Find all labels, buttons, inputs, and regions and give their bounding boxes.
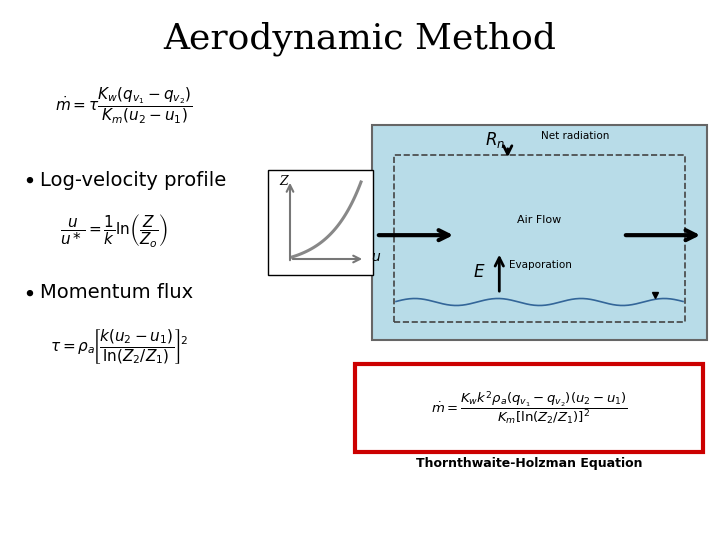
- Text: $E$: $E$: [473, 265, 485, 281]
- Text: $\dot{m} = \tau \dfrac{K_w\left(q_{v_1}-q_{v_2}\right)}{K_m\left(u_2-u_1\right)}: $\dot{m} = \tau \dfrac{K_w\left(q_{v_1}-…: [55, 85, 192, 125]
- Text: $u$: $u$: [371, 250, 381, 264]
- Bar: [372, 125, 707, 340]
- Text: Air Flow: Air Flow: [518, 215, 562, 225]
- Text: $\tau = \rho_a\!\left[\dfrac{k(u_2-u_1)}{\ln(Z_2/Z_1)}\right]^{\!2}$: $\tau = \rho_a\!\left[\dfrac{k(u_2-u_1)}…: [50, 328, 188, 366]
- Text: $\bullet$: $\bullet$: [22, 170, 35, 190]
- Text: $\dot{m} = \dfrac{K_w k^2 \rho_a \left(q_{v_1}-q_{v_2}\right)\left(u_2-u_1\right: $\dot{m} = \dfrac{K_w k^2 \rho_a \left(q…: [431, 389, 627, 427]
- Text: Net radiation: Net radiation: [541, 131, 609, 141]
- Text: Z: Z: [279, 175, 288, 188]
- Bar: [394, 155, 685, 322]
- Text: Thornthwaite-Holzman Equation: Thornthwaite-Holzman Equation: [415, 457, 642, 470]
- Text: Momentum flux: Momentum flux: [40, 284, 193, 302]
- Bar: [355, 364, 703, 452]
- Bar: [268, 170, 373, 275]
- Text: Evaporation: Evaporation: [509, 260, 572, 270]
- Text: $R_n$: $R_n$: [485, 130, 505, 150]
- Text: $\bullet$: $\bullet$: [22, 283, 35, 303]
- Text: $\dfrac{u}{u*} = \dfrac{1}{k}\ln\!\left(\dfrac{Z}{Z_o}\right)$: $\dfrac{u}{u*} = \dfrac{1}{k}\ln\!\left(…: [60, 212, 168, 248]
- Text: Log-velocity profile: Log-velocity profile: [40, 171, 226, 190]
- Text: Aerodynamic Method: Aerodynamic Method: [163, 22, 557, 57]
